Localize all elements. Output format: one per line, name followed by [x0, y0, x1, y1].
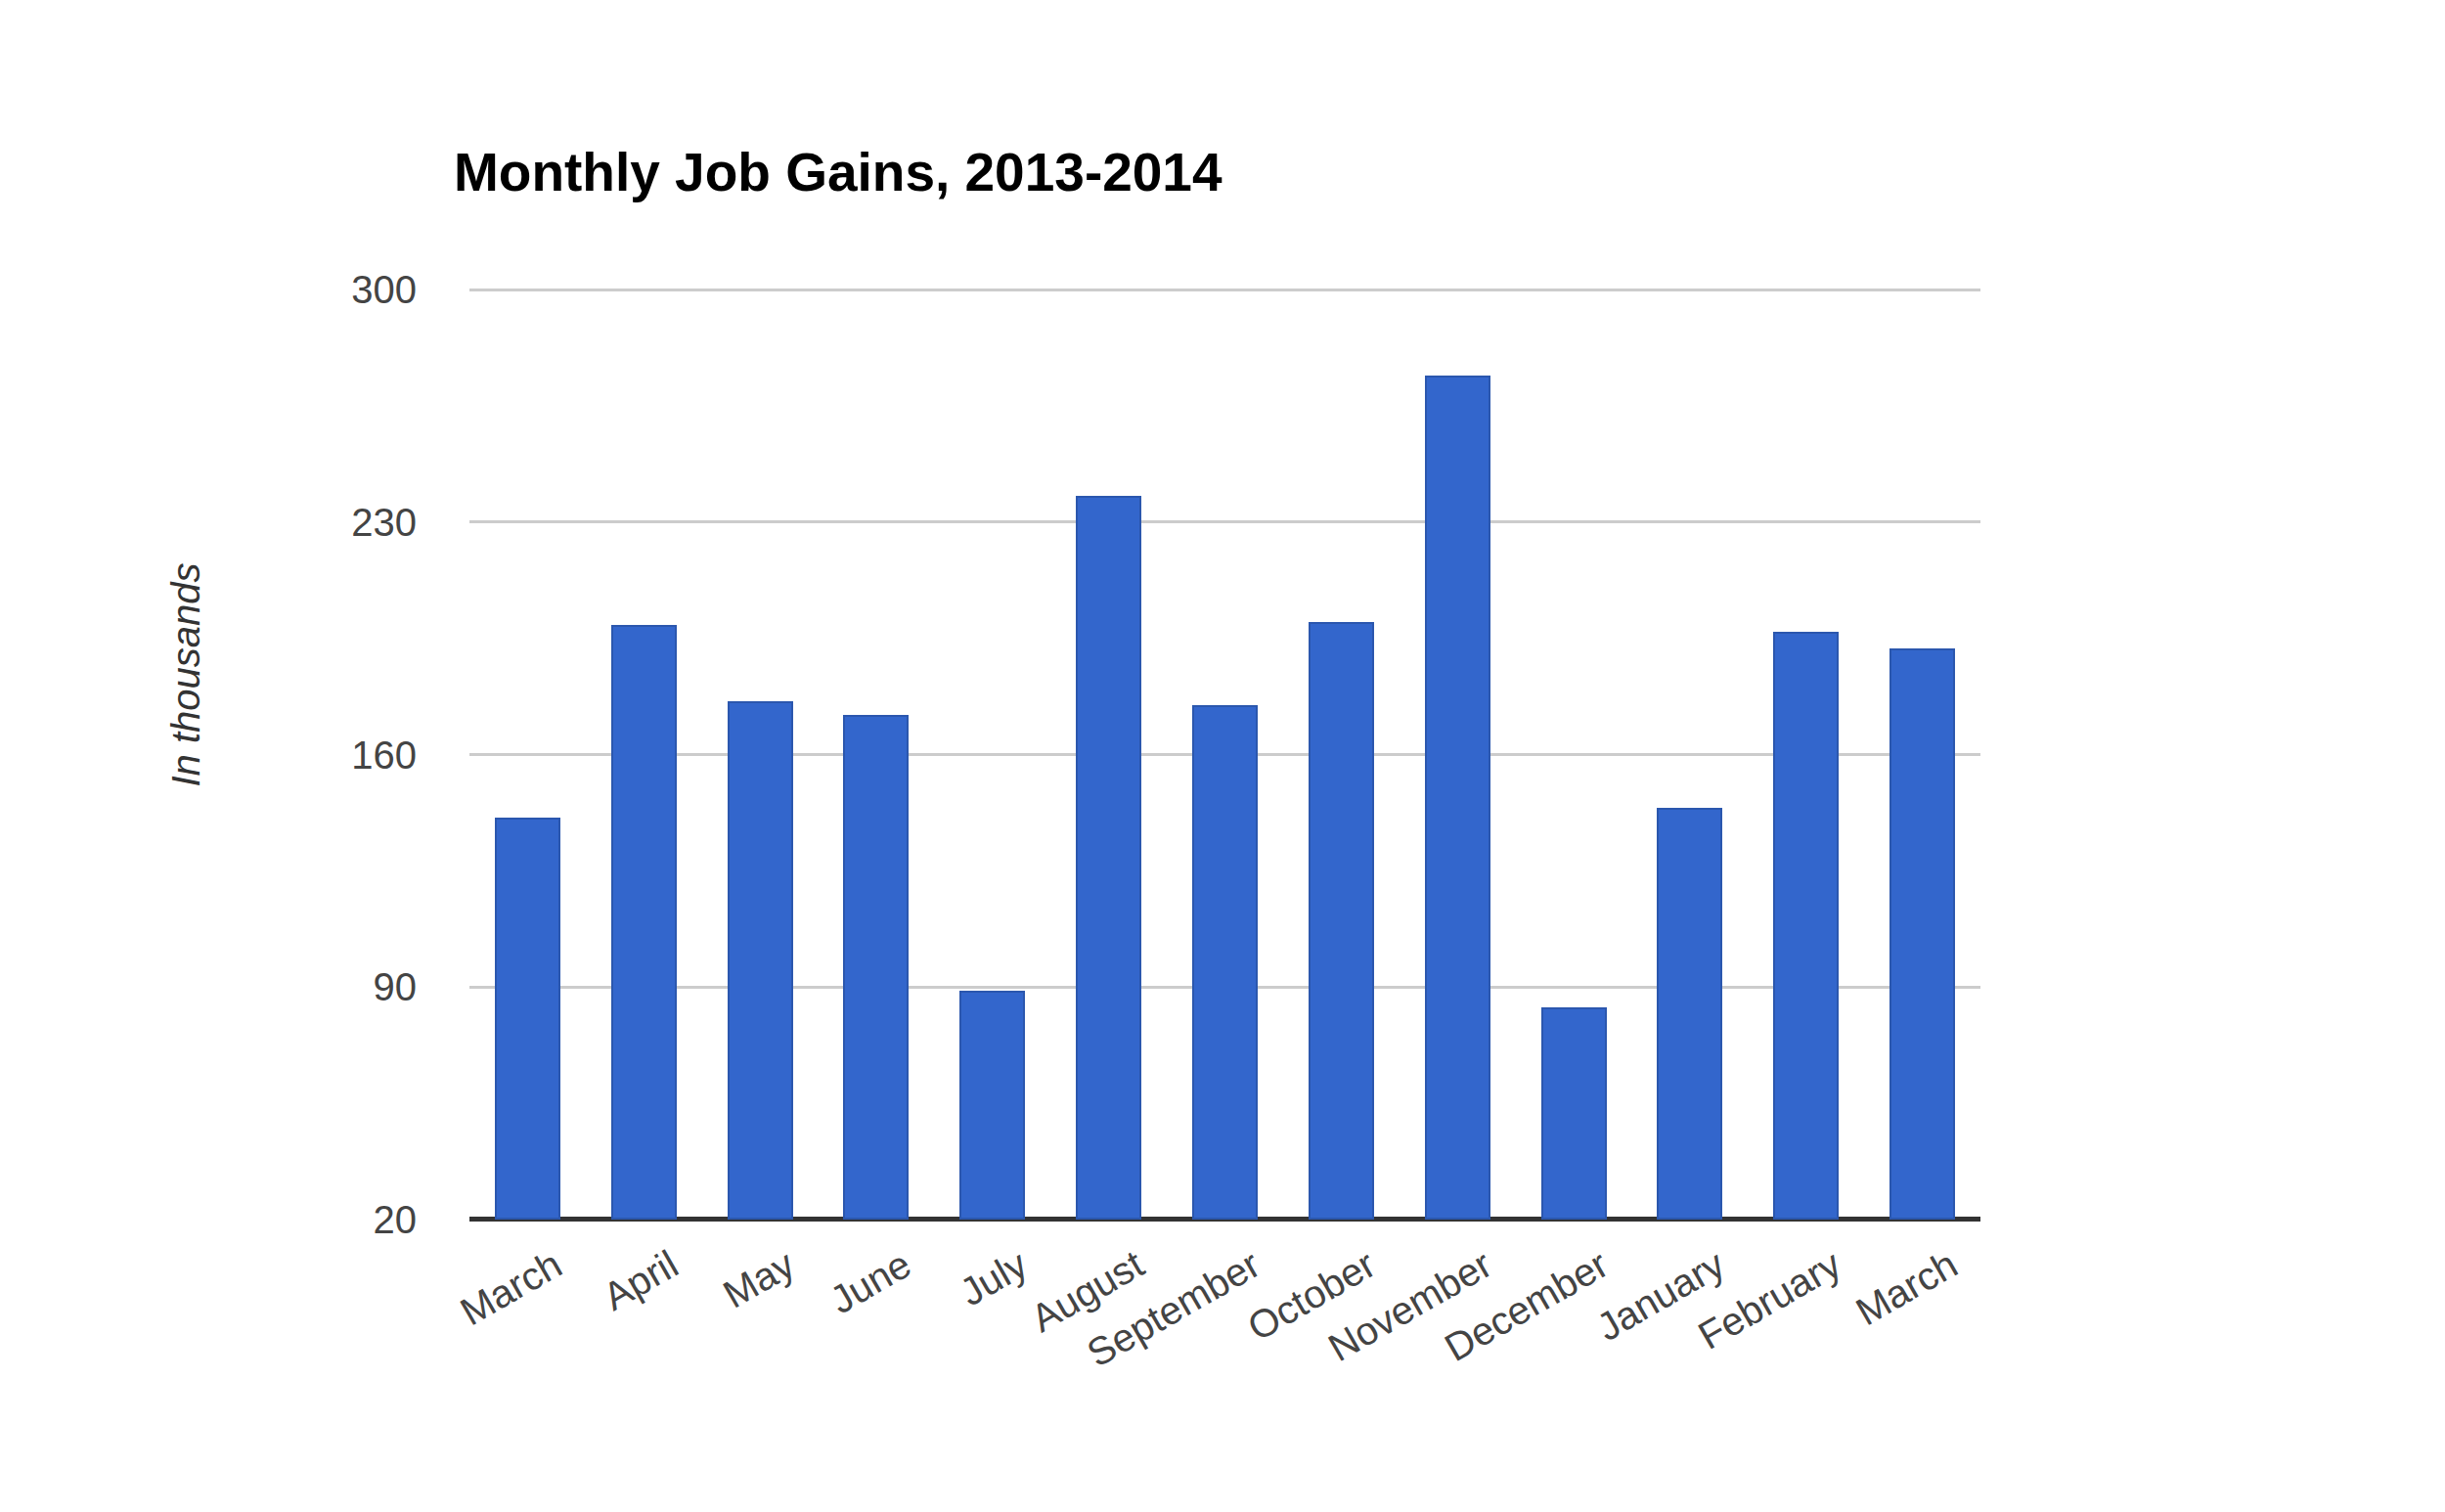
y-tick-label-20: 20 — [201, 1196, 417, 1243]
bar-october-7 — [1309, 622, 1374, 1220]
gridline-230 — [469, 520, 1980, 523]
bar-february-11 — [1773, 632, 1839, 1220]
gridline-300 — [469, 289, 1980, 291]
bar-november-8 — [1425, 376, 1490, 1220]
job-gains-bar-chart: Monthly Job Gains, 2013-2014 In thousand… — [0, 0, 2445, 1512]
y-tick-label-230: 230 — [201, 499, 417, 546]
bar-june-3 — [843, 715, 909, 1220]
bar-august-5 — [1076, 496, 1141, 1220]
bar-april-1 — [611, 625, 677, 1220]
bar-march-12 — [1889, 648, 1955, 1220]
bar-may-2 — [728, 701, 793, 1220]
plot-area — [469, 289, 1980, 1220]
bar-march-0 — [495, 818, 560, 1220]
bar-july-4 — [959, 991, 1025, 1220]
y-tick-label-160: 160 — [201, 732, 417, 778]
bar-september-6 — [1192, 705, 1258, 1220]
y-tick-label-300: 300 — [201, 266, 417, 313]
chart-title: Monthly Job Gains, 2013-2014 — [454, 141, 1222, 203]
bar-december-9 — [1541, 1007, 1607, 1220]
y-tick-label-90: 90 — [201, 963, 417, 1010]
bar-january-10 — [1657, 808, 1722, 1220]
